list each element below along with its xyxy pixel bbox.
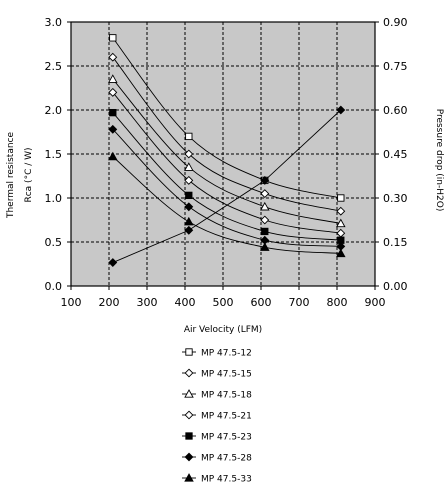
- data-point: [337, 194, 345, 202]
- x-axis-title: Air Velocity (LFM): [184, 325, 262, 335]
- legend-marker: [184, 410, 194, 420]
- x-tick-label: 400: [175, 296, 196, 309]
- data-point: [185, 191, 193, 200]
- data-point: [336, 248, 346, 258]
- legend-label: MP 47.5-15: [201, 370, 252, 380]
- data-point: [109, 108, 117, 117]
- pressure-drop-point: [336, 105, 346, 115]
- x-tick-label: 900: [365, 296, 386, 309]
- data-point: [336, 218, 346, 228]
- y-tick-label: 3.0: [45, 16, 63, 29]
- y-axis-title: Thermal resistance: [6, 132, 16, 220]
- legend-marker: [184, 368, 194, 378]
- data-point: [184, 216, 194, 226]
- y-tick-label: 2.5: [45, 60, 63, 73]
- y2-tick-label: 0.30: [383, 192, 408, 205]
- y2-tick-label: 0.60: [383, 104, 408, 117]
- data-point: [261, 227, 269, 236]
- y-tick-label: 0.0: [45, 280, 63, 293]
- data-point: [108, 52, 118, 62]
- data-point: [336, 206, 346, 216]
- series-line: [112, 56, 341, 212]
- series-line: [112, 92, 341, 234]
- x-tick-label: 200: [99, 296, 120, 309]
- series-line: [112, 129, 341, 247]
- x-tick-label: 600: [251, 296, 272, 309]
- legend-label: MP 47.5-33: [201, 475, 252, 485]
- x-tick-label: 700: [289, 296, 310, 309]
- pressure-drop-point: [260, 175, 270, 185]
- data-point: [108, 124, 118, 134]
- y2-tick-label: 0.90: [383, 16, 408, 29]
- y-tick-label: 1.5: [45, 148, 63, 161]
- data-point: [184, 162, 194, 171]
- data-point: [260, 189, 270, 199]
- legend-marker: [184, 473, 194, 482]
- y-axis-title: Rca (°C / W): [24, 147, 34, 202]
- data-point: [185, 132, 193, 141]
- series-line: [112, 37, 341, 199]
- x-tick-label: 300: [137, 296, 158, 309]
- data-point: [260, 215, 270, 225]
- pressure-drop-point: [184, 225, 194, 235]
- y-tick-label: 2.0: [45, 104, 63, 117]
- legend-label: MP 47.5-28: [201, 454, 252, 464]
- y2-tick-label: 0.75: [383, 60, 408, 73]
- data-point: [184, 175, 194, 185]
- y2-tick-label: 0.00: [383, 280, 408, 293]
- x-tick-label: 800: [327, 296, 348, 309]
- data-point: [108, 87, 118, 97]
- data-point: [108, 151, 118, 161]
- x-tick-label: 100: [61, 296, 82, 309]
- data-point: [260, 201, 270, 211]
- pressure-drop-line: [112, 109, 342, 263]
- series-line: [112, 112, 341, 241]
- y2-tick-label: 0.15: [383, 236, 408, 249]
- x-tick-label: 500: [213, 296, 234, 309]
- legend-label: MP 47.5-23: [201, 433, 252, 443]
- y2-tick-label: 0.45: [383, 148, 408, 161]
- data-point: [109, 34, 117, 42]
- series-line: [112, 156, 341, 254]
- data-point: [260, 242, 270, 251]
- data-point: [184, 149, 194, 159]
- pressure-drop-point: [108, 258, 118, 267]
- data-point: [108, 74, 118, 83]
- legend-marker: [184, 389, 194, 398]
- legend-label: MP 47.5-12: [201, 349, 252, 359]
- series-line: [112, 78, 341, 224]
- legend-marker: [185, 432, 193, 440]
- legend-marker: [185, 348, 193, 356]
- legend-label: MP 47.5-18: [201, 391, 252, 401]
- y-tick-label: 0.5: [45, 236, 63, 249]
- legend-label: MP 47.5-21: [201, 412, 252, 422]
- y2-axis-title: Pressure drop (in-H2O): [434, 109, 444, 212]
- y-tick-label: 1.0: [45, 192, 63, 205]
- data-point: [184, 202, 194, 212]
- legend-marker: [184, 452, 194, 462]
